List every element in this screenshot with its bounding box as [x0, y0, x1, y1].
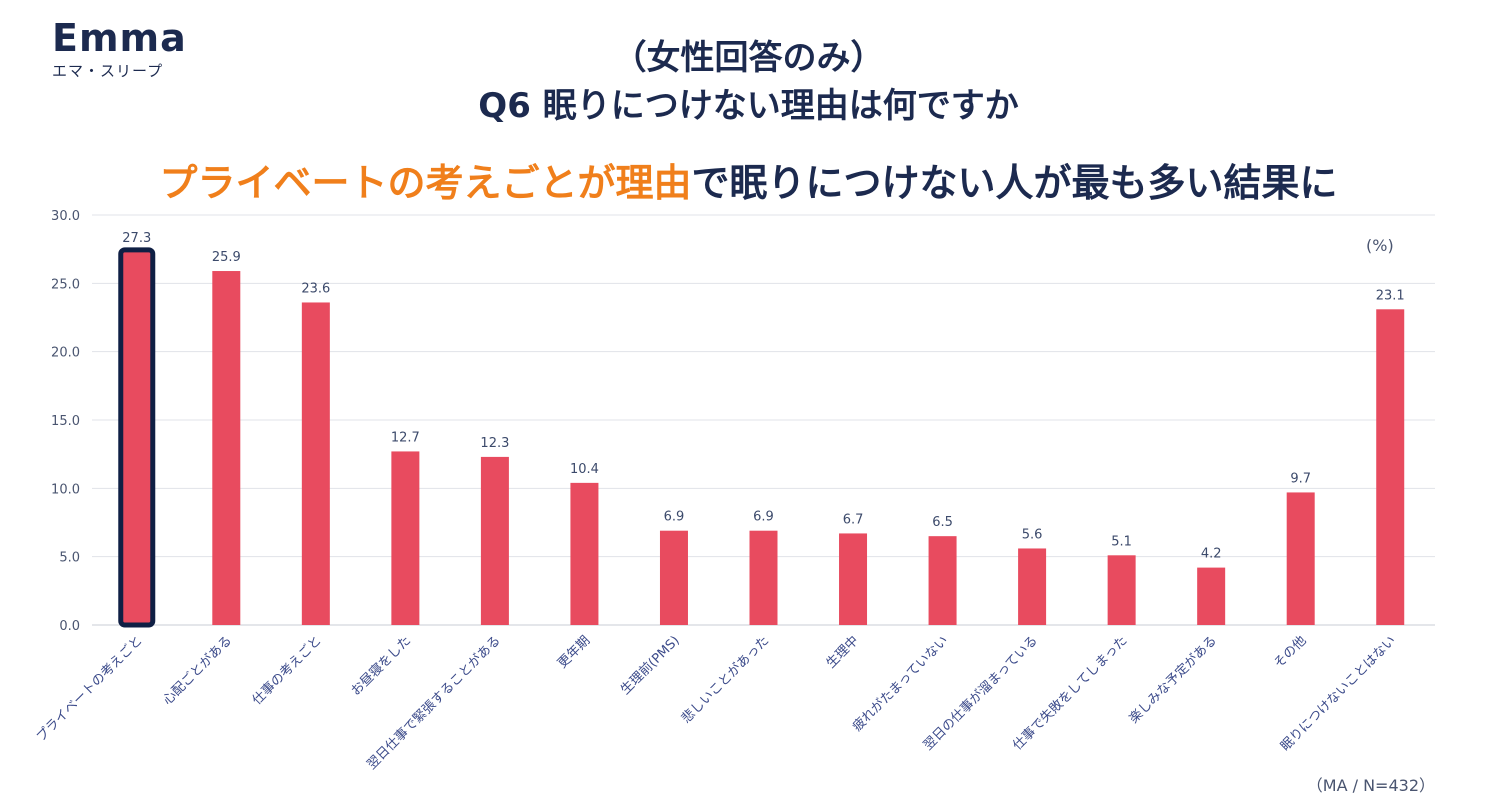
category-label: 楽しみな予定がある	[1126, 633, 1220, 727]
data-label: 12.7	[391, 430, 420, 445]
logo-subtitle: エマ・スリープ	[52, 62, 164, 80]
bar	[1018, 548, 1047, 625]
data-label: 23.1	[1376, 288, 1405, 303]
category-label: 心配ごとがある	[159, 633, 235, 709]
category-label: 仕事の考えごと	[249, 633, 325, 709]
data-label: 6.5	[932, 515, 953, 530]
title-line-1: （女性回答のみ）	[612, 38, 885, 78]
category-label: プライベートの考えごと	[33, 633, 145, 745]
bar	[659, 530, 688, 625]
y-tick-label: 30.0	[51, 209, 80, 224]
bar	[212, 271, 241, 625]
category-label: 生理中	[824, 633, 862, 671]
data-label: 4.2	[1201, 547, 1222, 562]
data-label: 10.4	[570, 462, 599, 477]
headline-accent: プライベートの考えごとが理由	[159, 161, 692, 205]
category-label: その他	[1271, 633, 1309, 671]
title-line-2: Q6 眠りにつけない理由は何ですか	[478, 86, 1019, 126]
y-tick-label: 20.0	[51, 346, 80, 361]
unit-label: (%)	[1366, 236, 1394, 255]
bar	[391, 451, 420, 625]
category-label: 生理前(PMS)	[617, 633, 682, 698]
bar	[480, 456, 509, 625]
data-label: 6.9	[664, 510, 685, 525]
bar	[570, 482, 599, 625]
emma-logo: Emma エマ・スリープ	[52, 18, 187, 81]
data-label: 27.3	[122, 231, 151, 246]
y-tick-label: 10.0	[51, 482, 80, 497]
bar	[301, 302, 330, 625]
bar	[928, 536, 957, 625]
category-label: 悲しいことがあった	[678, 633, 772, 727]
category-label: 更年期	[555, 633, 593, 671]
data-label: 6.7	[843, 512, 864, 527]
bar	[1286, 492, 1315, 625]
y-tick-label: 0.0	[59, 619, 80, 634]
logo-wordmark: Emma	[52, 16, 187, 60]
bar	[839, 533, 868, 625]
y-tick-label: 15.0	[51, 414, 80, 429]
data-label: 6.9	[753, 510, 774, 525]
data-label: 9.7	[1290, 471, 1311, 486]
headline-rest: で眠りにつけない人が最も多い結果に	[691, 161, 1338, 205]
y-tick-label: 5.0	[59, 551, 80, 566]
data-label: 23.6	[301, 281, 330, 296]
highlight-outline	[118, 247, 156, 628]
data-label: 12.3	[480, 436, 509, 451]
bar	[1197, 567, 1226, 625]
headline: プライベートの考えごとが理由で眠りにつけない人が最も多い結果に	[0, 152, 1497, 207]
bar	[122, 251, 151, 625]
bar	[749, 530, 778, 625]
category-label: 疲れがたまっていない	[849, 633, 951, 735]
bar	[1107, 555, 1136, 625]
category-label: お昼寝をした	[348, 633, 414, 699]
data-label: 25.9	[212, 250, 241, 265]
sample-note: （MA / N=432）	[1306, 776, 1435, 795]
data-label: 5.1	[1111, 534, 1132, 549]
bar	[1376, 309, 1405, 625]
data-label: 5.6	[1022, 527, 1043, 542]
y-tick-label: 25.0	[51, 277, 80, 292]
